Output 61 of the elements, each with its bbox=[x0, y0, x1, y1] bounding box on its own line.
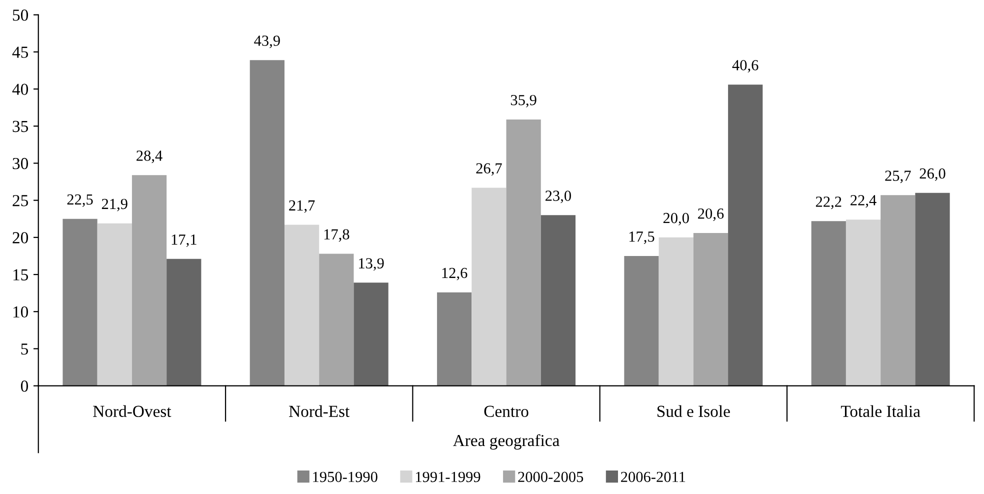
x-tick-label: Nord-Est bbox=[289, 405, 350, 417]
text: 21,7 bbox=[289, 200, 315, 213]
bar bbox=[132, 175, 167, 386]
text: 12,6 bbox=[442, 268, 468, 280]
text: 26,0 bbox=[920, 168, 946, 181]
bar bbox=[540, 215, 576, 386]
text: 28,4 bbox=[136, 150, 162, 164]
text: 23,0 bbox=[546, 190, 571, 204]
y-tick-label: 10 bbox=[13, 306, 28, 318]
y-tick-label: 25 bbox=[12, 195, 28, 206]
text: 20,0 bbox=[663, 212, 689, 226]
text: 22,5 bbox=[67, 194, 93, 207]
y-tick-label: 5 bbox=[21, 344, 28, 355]
y-tick-label: 30 bbox=[12, 158, 28, 170]
bar bbox=[624, 256, 659, 386]
bar bbox=[437, 292, 472, 386]
text: 25,7 bbox=[885, 170, 911, 184]
bar bbox=[62, 218, 98, 386]
bar bbox=[354, 282, 388, 386]
text: 20,6 bbox=[698, 208, 724, 221]
text: 17,8 bbox=[324, 229, 350, 242]
x-tick-label: Sud e Isole bbox=[658, 405, 730, 417]
y-tick-label: 40 bbox=[12, 84, 28, 95]
bar bbox=[472, 188, 506, 386]
bar bbox=[284, 224, 320, 386]
legend-label: 1950-1990 bbox=[313, 472, 378, 482]
legend-label: 2000-2005 bbox=[518, 472, 584, 482]
text: 22,2 bbox=[816, 196, 842, 210]
bar bbox=[319, 254, 354, 386]
legend-label: 2006-2011 bbox=[621, 472, 686, 482]
x-axis-title: Area geografica bbox=[452, 434, 560, 450]
text: 40,6 bbox=[732, 60, 758, 73]
bar bbox=[846, 220, 881, 386]
x-tick-label: Nord-Ovest bbox=[93, 405, 172, 417]
text: 22,4 bbox=[850, 195, 876, 208]
bar bbox=[506, 119, 541, 386]
bar bbox=[166, 258, 202, 386]
y-tick-label: 20 bbox=[12, 232, 28, 244]
bar bbox=[97, 223, 132, 386]
x-tick-label: Centro bbox=[484, 406, 528, 417]
text: 17,1 bbox=[172, 234, 196, 247]
text: 13,9 bbox=[359, 258, 384, 271]
bar bbox=[728, 84, 763, 386]
bar bbox=[880, 195, 916, 386]
y-tick-label: 35 bbox=[12, 120, 28, 132]
text: 43,9 bbox=[254, 36, 280, 48]
bar bbox=[915, 192, 950, 386]
text: 35,9 bbox=[510, 94, 536, 108]
y-tick-label: 50 bbox=[12, 10, 28, 21]
text: 17,5 bbox=[629, 232, 654, 244]
y-tick-label: 45 bbox=[12, 46, 28, 58]
bar bbox=[693, 232, 728, 386]
legend-label: 1991-1999 bbox=[416, 472, 480, 482]
y-tick-label: 0 bbox=[20, 380, 28, 392]
text: 26,7 bbox=[476, 163, 502, 176]
text: 21,9 bbox=[102, 198, 128, 212]
y-tick-label: 15 bbox=[13, 269, 28, 280]
bar bbox=[658, 237, 694, 386]
bar bbox=[250, 60, 284, 386]
x-tick-label: Totale Italia bbox=[840, 405, 920, 417]
bar bbox=[811, 221, 846, 386]
